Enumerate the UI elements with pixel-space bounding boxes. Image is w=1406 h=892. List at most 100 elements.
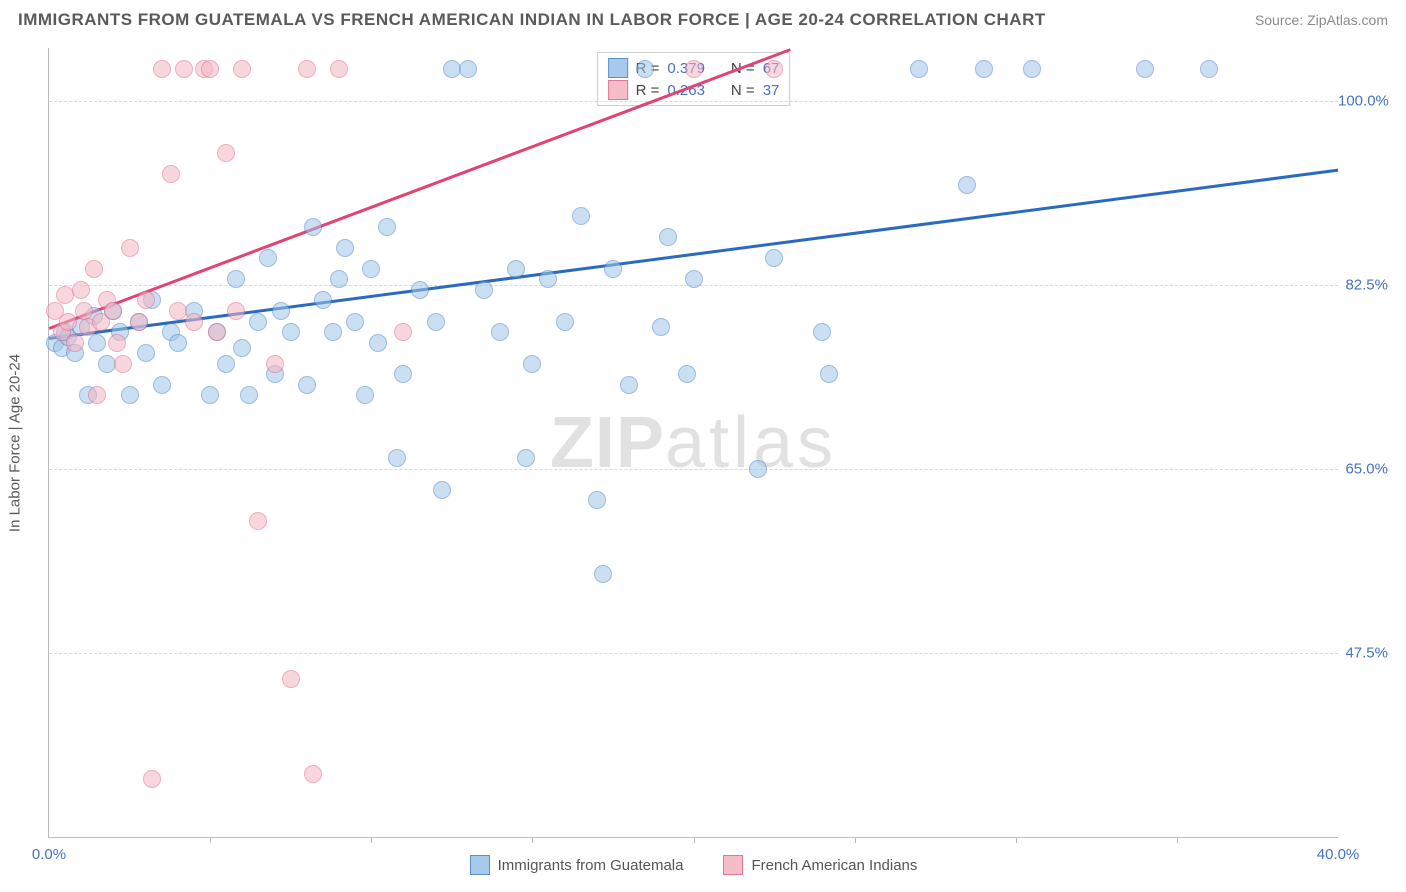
data-point [388,449,406,467]
data-point [266,355,284,373]
data-point [749,460,767,478]
data-point [169,334,187,352]
data-point [304,218,322,236]
data-point [685,270,703,288]
data-point [59,313,77,331]
data-point [153,60,171,78]
chart-title: IMMIGRANTS FROM GUATEMALA VS FRENCH AMER… [18,10,1046,30]
data-point [217,355,235,373]
legend-swatch-series1 [470,855,490,875]
data-point [556,313,574,331]
source-label: Source: ZipAtlas.com [1255,12,1388,28]
data-point [378,218,396,236]
data-point [346,313,364,331]
data-point [336,239,354,257]
data-point [314,291,332,309]
xtick-label: 40.0% [1317,846,1360,863]
legend-swatch-series2 [608,80,628,100]
legend-n-value2: 37 [763,82,780,99]
xtick-mark [532,837,533,843]
bottom-legend-item: Immigrants from Guatemala [470,855,684,875]
data-point [282,323,300,341]
data-point [394,365,412,383]
plot-area: ZIPatlas In Labor Force | Age 20-24 R = … [48,48,1338,838]
data-point [572,207,590,225]
data-point [175,60,193,78]
data-point [394,323,412,341]
title-bar: IMMIGRANTS FROM GUATEMALA VS FRENCH AMER… [0,0,1406,38]
data-point [369,334,387,352]
data-point [233,60,251,78]
data-point [588,491,606,509]
data-point [249,512,267,530]
data-point [143,770,161,788]
series2-name: French American Indians [751,857,917,874]
data-point [153,376,171,394]
data-point [227,302,245,320]
data-point [594,565,612,583]
data-point [652,318,670,336]
data-point [820,365,838,383]
data-point [137,344,155,362]
data-point [201,60,219,78]
data-point [201,386,219,404]
data-point [233,339,251,357]
data-point [130,313,148,331]
data-point [185,313,203,331]
data-point [411,281,429,299]
legend-r-prefix: R = [636,82,660,99]
data-point [121,386,139,404]
data-point [240,386,258,404]
data-point [813,323,831,341]
xtick-label: 0.0% [32,846,66,863]
data-point [259,249,277,267]
legend-n-prefix: N = [731,82,755,99]
data-point [523,355,541,373]
data-point [517,449,535,467]
data-point [85,260,103,278]
xtick-mark [1016,837,1017,843]
data-point [249,313,267,331]
xtick-mark [1177,837,1178,843]
data-point [765,60,783,78]
data-point [433,481,451,499]
gridline-h [49,653,1338,654]
data-point [975,60,993,78]
data-point [169,302,187,320]
ytick-label: 100.0% [1338,92,1388,109]
data-point [137,291,155,309]
data-point [282,670,300,688]
y-axis-label: In Labor Force | Age 20-24 [7,353,24,531]
xtick-mark [210,837,211,843]
bottom-legend-item: French American Indians [723,855,917,875]
data-point [636,60,654,78]
xtick-mark [855,837,856,843]
data-point [678,365,696,383]
data-point [114,355,132,373]
data-point [330,270,348,288]
data-point [330,60,348,78]
data-point [958,176,976,194]
data-point [121,239,139,257]
gridline-h [49,469,1338,470]
data-point [324,323,342,341]
data-point [475,281,493,299]
data-point [659,228,677,246]
data-point [507,260,525,278]
xtick-mark [694,837,695,843]
data-point [108,334,126,352]
data-point [208,323,226,341]
legend-row: R = 0.263 N = 37 [608,79,780,101]
data-point [66,334,84,352]
data-point [304,765,322,783]
data-point [604,260,622,278]
data-point [227,270,245,288]
ytick-label: 82.5% [1338,276,1388,293]
data-point [217,144,235,162]
data-point [1200,60,1218,78]
data-point [539,270,557,288]
data-point [356,386,374,404]
data-point [272,302,290,320]
data-point [620,376,638,394]
data-point [88,334,106,352]
